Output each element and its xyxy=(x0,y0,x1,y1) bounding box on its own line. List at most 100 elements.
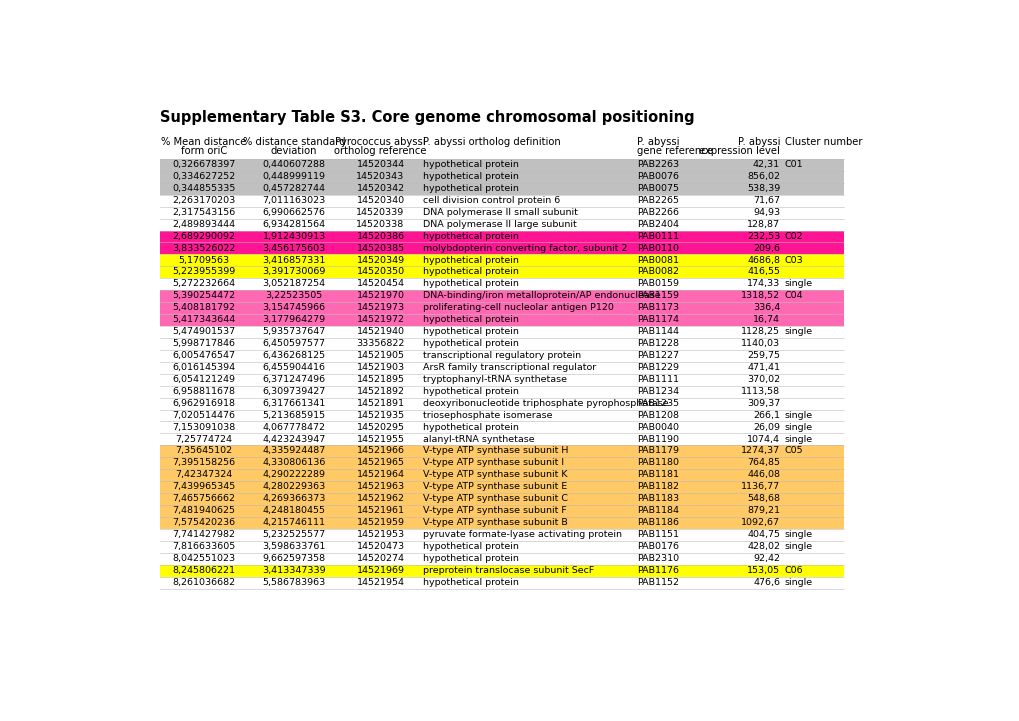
Text: 3,177964279: 3,177964279 xyxy=(262,315,325,324)
Text: 14521963: 14521963 xyxy=(356,482,405,491)
Text: 94,93: 94,93 xyxy=(752,208,780,217)
Text: 14521891: 14521891 xyxy=(357,399,405,408)
Text: deviation: deviation xyxy=(271,146,317,156)
Text: PAB1180: PAB1180 xyxy=(637,459,679,467)
Text: 879,21: 879,21 xyxy=(746,506,780,516)
Text: hypothetical protein: hypothetical protein xyxy=(422,315,518,324)
Text: 370,02: 370,02 xyxy=(746,375,780,384)
Text: 14521905: 14521905 xyxy=(357,351,405,360)
Text: 174,33: 174,33 xyxy=(746,280,780,288)
Text: 42,31: 42,31 xyxy=(752,160,780,169)
Text: 2,689290092: 2,689290092 xyxy=(172,231,235,241)
Text: PAB0111: PAB0111 xyxy=(637,231,679,241)
Bar xyxy=(160,242,844,255)
Text: 14521895: 14521895 xyxy=(357,375,405,384)
Text: PAB0040: PAB0040 xyxy=(637,423,679,432)
Text: single: single xyxy=(784,530,812,539)
Text: V-type ATP synthase subunit C: V-type ATP synthase subunit C xyxy=(422,494,568,503)
Text: alanyl-tRNA synthetase: alanyl-tRNA synthetase xyxy=(422,435,534,443)
Text: 3,154745966: 3,154745966 xyxy=(262,304,325,312)
Text: 7,011163023: 7,011163023 xyxy=(262,196,325,205)
Text: 1136,77: 1136,77 xyxy=(740,482,780,491)
Text: 5,232525577: 5,232525577 xyxy=(262,530,325,539)
Text: 5,417343644: 5,417343644 xyxy=(172,315,235,324)
Bar xyxy=(160,171,844,182)
Text: 266,1: 266,1 xyxy=(752,411,780,420)
Text: 4,269366373: 4,269366373 xyxy=(262,494,325,503)
Text: PAB2310: PAB2310 xyxy=(637,554,679,563)
Text: 1128,25: 1128,25 xyxy=(741,327,780,336)
Text: PAB1179: PAB1179 xyxy=(637,446,679,456)
Text: single: single xyxy=(784,423,812,432)
Text: 0,326678397: 0,326678397 xyxy=(172,160,235,169)
Text: 5,1709563: 5,1709563 xyxy=(178,255,229,265)
Text: PAB1186: PAB1186 xyxy=(637,518,679,527)
Text: 14520385: 14520385 xyxy=(356,244,405,252)
Bar xyxy=(160,493,844,505)
Text: 92,42: 92,42 xyxy=(752,554,780,563)
Text: 3,413347339: 3,413347339 xyxy=(262,566,326,575)
Text: 14520343: 14520343 xyxy=(356,172,405,181)
Text: single: single xyxy=(784,435,812,443)
Text: PAB1181: PAB1181 xyxy=(637,470,679,479)
Text: V-type ATP synthase subunit I: V-type ATP synthase subunit I xyxy=(422,459,564,467)
Text: 309,37: 309,37 xyxy=(746,399,780,408)
Text: PAB2266: PAB2266 xyxy=(637,208,679,217)
Text: DNA polymerase II large subunit: DNA polymerase II large subunit xyxy=(422,220,576,229)
Text: 336,4: 336,4 xyxy=(752,304,780,312)
Text: molybdopterin converting factor, subunit 2: molybdopterin converting factor, subunit… xyxy=(422,244,627,252)
Text: C06: C06 xyxy=(784,566,803,575)
Text: single: single xyxy=(784,280,812,288)
Text: V-type ATP synthase subunit B: V-type ATP synthase subunit B xyxy=(422,518,567,527)
Text: PAB1174: PAB1174 xyxy=(637,315,679,324)
Text: PAB0159: PAB0159 xyxy=(637,280,679,288)
Text: hypothetical protein: hypothetical protein xyxy=(422,327,518,336)
Text: 7,439965345: 7,439965345 xyxy=(172,482,235,491)
Text: PAB0082: PAB0082 xyxy=(637,267,679,276)
Text: transcriptional regulatory protein: transcriptional regulatory protein xyxy=(422,351,581,360)
Text: 14521892: 14521892 xyxy=(357,387,405,396)
Text: 5,213685915: 5,213685915 xyxy=(262,411,325,420)
Text: 8,245806221: 8,245806221 xyxy=(172,566,235,575)
Text: 3,456175603: 3,456175603 xyxy=(262,244,325,252)
Text: tryptophanyl-tRNA synthetase: tryptophanyl-tRNA synthetase xyxy=(422,375,567,384)
Text: Supplementary Table S3. Core genome chromosomal positioning: Supplementary Table S3. Core genome chro… xyxy=(160,110,694,125)
Text: 14521966: 14521966 xyxy=(357,446,405,456)
Text: 3,22523505: 3,22523505 xyxy=(265,291,322,301)
Text: 14521972: 14521972 xyxy=(357,315,405,324)
Text: 6,436268125: 6,436268125 xyxy=(262,351,325,360)
Text: Pyrococcus abyssi: Pyrococcus abyssi xyxy=(335,137,426,147)
Text: 128,87: 128,87 xyxy=(746,220,780,229)
Text: 6,455904416: 6,455904416 xyxy=(262,363,325,372)
Text: triosephosphate isomerase: triosephosphate isomerase xyxy=(422,411,551,420)
Text: 14521959: 14521959 xyxy=(357,518,405,527)
Text: 3,391730069: 3,391730069 xyxy=(262,267,325,276)
Text: 4,335924487: 4,335924487 xyxy=(262,446,325,456)
Text: V-type ATP synthase subunit E: V-type ATP synthase subunit E xyxy=(422,482,567,491)
Text: P. abyssi: P. abyssi xyxy=(737,137,780,147)
Text: PAB1152: PAB1152 xyxy=(637,578,679,587)
Text: 471,41: 471,41 xyxy=(746,363,780,372)
Text: 16,74: 16,74 xyxy=(752,315,780,324)
Text: 1274,37: 1274,37 xyxy=(740,446,780,456)
Text: hypothetical protein: hypothetical protein xyxy=(422,267,518,276)
Text: PAB1229: PAB1229 xyxy=(637,363,679,372)
Text: proliferating-cell nucleolar antigen P120: proliferating-cell nucleolar antigen P12… xyxy=(422,304,613,312)
Text: V-type ATP synthase subunit H: V-type ATP synthase subunit H xyxy=(422,446,568,456)
Bar xyxy=(160,469,844,481)
Text: % distance standard: % distance standard xyxy=(243,137,345,147)
Text: 1140,03: 1140,03 xyxy=(740,339,780,348)
Text: hypothetical protein: hypothetical protein xyxy=(422,160,518,169)
Text: 14521969: 14521969 xyxy=(357,566,405,575)
Text: PAB1144: PAB1144 xyxy=(637,327,679,336)
Text: 5,998717846: 5,998717846 xyxy=(172,339,235,348)
Text: 14520386: 14520386 xyxy=(356,231,405,241)
Text: PAB1151: PAB1151 xyxy=(637,530,679,539)
Text: 6,005476547: 6,005476547 xyxy=(172,351,235,360)
Text: 0,344855335: 0,344855335 xyxy=(172,184,235,193)
Text: 14521973: 14521973 xyxy=(356,304,405,312)
Text: 548,68: 548,68 xyxy=(746,494,780,503)
Text: 5,935737647: 5,935737647 xyxy=(262,327,325,336)
Text: PAB1190: PAB1190 xyxy=(637,435,679,443)
Text: PAB1234: PAB1234 xyxy=(637,387,679,396)
